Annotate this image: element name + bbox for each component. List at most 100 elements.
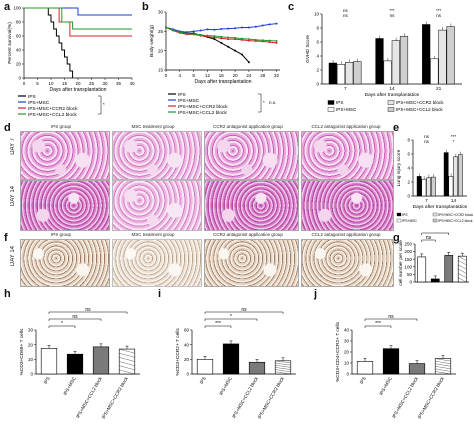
chart-a-xtick-label: 25 bbox=[89, 81, 95, 86]
chart-c-annotation: ns bbox=[436, 13, 442, 18]
chart-b-xtick-label: 32 bbox=[274, 73, 280, 78]
chart-g-bar-hatch bbox=[458, 260, 467, 265]
chart-i-xtick-label: IPS+MSC+CCL2 block bbox=[231, 375, 259, 419]
chart-g-sig-bracket bbox=[421, 232, 449, 235]
chart-i-bar-hatch bbox=[275, 365, 291, 368]
chart-c-xtick-label: 7 bbox=[344, 86, 347, 92]
chart-g-ytick-label: 50 bbox=[407, 272, 413, 277]
histo-d-col-1-label: IPS group bbox=[50, 124, 71, 129]
chart-e-bar bbox=[416, 176, 422, 197]
chart-c-annotation: ns bbox=[343, 8, 349, 13]
chart-c-bar bbox=[383, 60, 392, 85]
panel-label-i: i bbox=[158, 288, 162, 300]
chart-g-bar-hatch bbox=[458, 256, 467, 261]
chart-h-bar bbox=[92, 346, 110, 375]
chart-a-ylabel: Percent survival(%) bbox=[7, 22, 13, 64]
chart-h-bar-hatch bbox=[119, 365, 135, 370]
chart-b-series-point bbox=[227, 45, 230, 48]
chart-i-bar-hatch bbox=[275, 360, 291, 364]
chart-j-sig-bracket bbox=[364, 325, 392, 328]
chart-i-bar-hatch bbox=[275, 367, 291, 370]
chart-i-ytick-label: 20 bbox=[184, 357, 190, 362]
chart-h-xtick-label: IPS+MSC+CCR2 block bbox=[101, 375, 129, 419]
chart-b-series-point bbox=[241, 37, 243, 40]
chart-b-ytick-label: 30 bbox=[158, 10, 164, 15]
chart-i-xtick-label: IPS+MSC bbox=[218, 375, 233, 396]
histo-d-msc-day14 bbox=[112, 180, 202, 231]
chart-b-series-point bbox=[185, 31, 188, 34]
chart-j-bar-hatch bbox=[435, 371, 451, 375]
chart-b-legend-ccl2: IPS+MSC+CCL2 block bbox=[178, 110, 227, 116]
chart-h-bar bbox=[66, 353, 84, 375]
chart-b-annotation: n.s. bbox=[269, 100, 276, 105]
chart-c-legend-swatch bbox=[387, 100, 395, 105]
ihc-f-ccr2 bbox=[204, 239, 299, 287]
chart-e-bar bbox=[448, 176, 454, 197]
chart-c-annotation: *** bbox=[389, 8, 395, 13]
chart-g-annotation: ns bbox=[426, 235, 432, 241]
chart-h-bar bbox=[118, 348, 136, 375]
chart-g-ytick-label: 200 bbox=[404, 249, 412, 254]
chart-g-bar-hatch bbox=[458, 268, 467, 274]
chart-c-ytick-label: 8 bbox=[316, 26, 319, 31]
histo-d-row-day14: DAY 14 bbox=[10, 186, 16, 207]
chart-g-ylabel: cell number per scale bbox=[398, 240, 404, 286]
ihc-row-f: IPS group MSC treatment group CCR2 antag… bbox=[10, 232, 394, 287]
chart-h-ytick-label: 10 bbox=[28, 357, 34, 362]
chart-b-series-point bbox=[241, 53, 243, 56]
chart-b-series-point bbox=[234, 27, 237, 30]
panel-label-g: g bbox=[393, 232, 400, 244]
ihc-f-col-3-label: CCR2 antagonist application group bbox=[213, 232, 283, 237]
chart-e-ytick-label: 2 bbox=[407, 180, 410, 185]
chart-i-sig-bracket bbox=[204, 325, 232, 328]
chart-c-bar bbox=[391, 40, 400, 85]
histo-d-ccr2-day7 bbox=[204, 131, 299, 180]
panel-label-e: e bbox=[393, 122, 400, 134]
chart-e-annotation: *** bbox=[451, 134, 457, 139]
chart-b-annotation: * bbox=[263, 100, 265, 105]
chart-a-xtick-label: 10 bbox=[48, 81, 54, 86]
chart-h-bar-hatch bbox=[119, 361, 135, 366]
chart-b-series-point bbox=[261, 24, 264, 27]
histo-d-col-4-label: CCL2 antagonist application group bbox=[311, 124, 381, 129]
chart-c-annotation: *** bbox=[436, 8, 442, 13]
chart-h-ytick-label: 30 bbox=[28, 328, 34, 333]
chart-i-ytick-label: 40 bbox=[184, 342, 190, 347]
chart-h-bar-hatch bbox=[119, 353, 135, 358]
ihc-f-col-2-label: MSC treatment group bbox=[131, 232, 175, 237]
chart-j-bar-hatch bbox=[435, 368, 451, 372]
chart-j-sig-bracket bbox=[364, 318, 418, 321]
chart-b-series-point bbox=[247, 26, 250, 29]
chart-j-xtick-label: IPS+MSC+CCR2 block bbox=[417, 375, 445, 419]
chart-g-bar bbox=[417, 256, 427, 283]
chart-a-xtick-label: 30 bbox=[102, 81, 108, 86]
chart-i-sig-bracket bbox=[204, 318, 258, 321]
chart-b-series-point bbox=[247, 61, 250, 64]
chart-j-ylabel: %CD3+CD4+CCR2+ T cells bbox=[335, 321, 341, 382]
chart-a-xlabel: Days after transplantation bbox=[50, 87, 107, 93]
chart-b-series-point bbox=[247, 39, 250, 42]
chart-b-series-point bbox=[199, 29, 202, 32]
chart-a-xtick-label: 15 bbox=[62, 81, 68, 86]
ihc-f-col-4-label: CCL2 antagonist application group bbox=[311, 232, 381, 237]
chart-h-ylabel: %CD3+CD69+ T cells bbox=[19, 328, 25, 375]
chart-g-bar bbox=[457, 255, 467, 283]
chart-c-bar bbox=[446, 26, 455, 85]
chart-b-xlabel: Days after transplantation bbox=[195, 79, 252, 85]
chart-c-ytick-label: 0 bbox=[316, 82, 319, 87]
chart-e-bar bbox=[443, 152, 449, 197]
chart-g-bar bbox=[430, 278, 440, 283]
chart-b-series-point bbox=[192, 33, 195, 36]
panel-label-f: f bbox=[4, 232, 8, 244]
chart-e-bar bbox=[421, 178, 427, 197]
histo-d-ccl2-day7 bbox=[301, 131, 394, 180]
chart-h-annotation: ns bbox=[72, 314, 78, 320]
chart-b-series-point bbox=[275, 41, 278, 44]
chart-c-legend-swatch bbox=[327, 100, 335, 105]
chart-e-bar bbox=[457, 154, 463, 197]
chart-g-sig-bracket bbox=[421, 239, 436, 242]
chart-c-ytick-label: 10 bbox=[314, 12, 320, 17]
chart-c-legend-label: IPS+MSC+CCL2 block bbox=[396, 107, 443, 112]
chart-i-annotation: *** bbox=[215, 321, 221, 327]
